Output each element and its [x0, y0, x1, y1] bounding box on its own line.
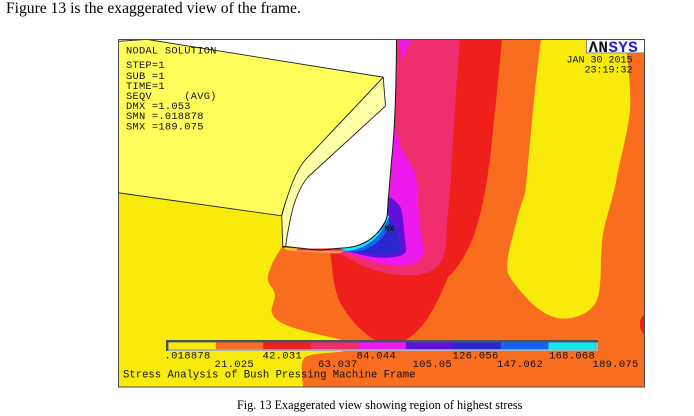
svg-text:SMN =.018878: SMN =.018878	[126, 111, 204, 123]
svg-text:MX: MX	[385, 225, 395, 234]
svg-text:.018878: .018878	[165, 351, 211, 363]
svg-text:63.037: 63.037	[318, 359, 358, 371]
svg-text:105.05: 105.05	[413, 359, 453, 371]
svg-text:42.031: 42.031	[263, 351, 303, 363]
svg-text:147.062: 147.062	[497, 359, 543, 371]
svg-text:Stress Analysis of Bush Pressi: Stress Analysis of Bush Pressing Machine…	[123, 370, 415, 382]
svg-text:168.068: 168.068	[549, 351, 595, 363]
svg-text:SMX =189.075: SMX =189.075	[126, 121, 204, 133]
svg-text:NODAL SOLUTION: NODAL SOLUTION	[126, 46, 217, 58]
svg-text:TIME=1: TIME=1	[126, 81, 165, 93]
svg-text:ΛNSYS: ΛNSYS	[589, 39, 639, 57]
svg-text:84.044: 84.044	[357, 351, 397, 363]
svg-text:21.025: 21.025	[215, 359, 255, 371]
svg-text:JAN 30 2015: JAN 30 2015	[566, 56, 632, 67]
svg-text:SEQV (AVG): SEQV (AVG)	[126, 91, 217, 103]
svg-text:SUB =1: SUB =1	[126, 71, 165, 83]
svg-text:23:19:32: 23:19:32	[584, 66, 632, 77]
svg-text:DMX =1.053: DMX =1.053	[126, 101, 191, 113]
svg-text:189.075: 189.075	[593, 359, 639, 371]
svg-text:126.056: 126.056	[453, 351, 499, 363]
svg-text:STEP=1: STEP=1	[126, 60, 165, 72]
